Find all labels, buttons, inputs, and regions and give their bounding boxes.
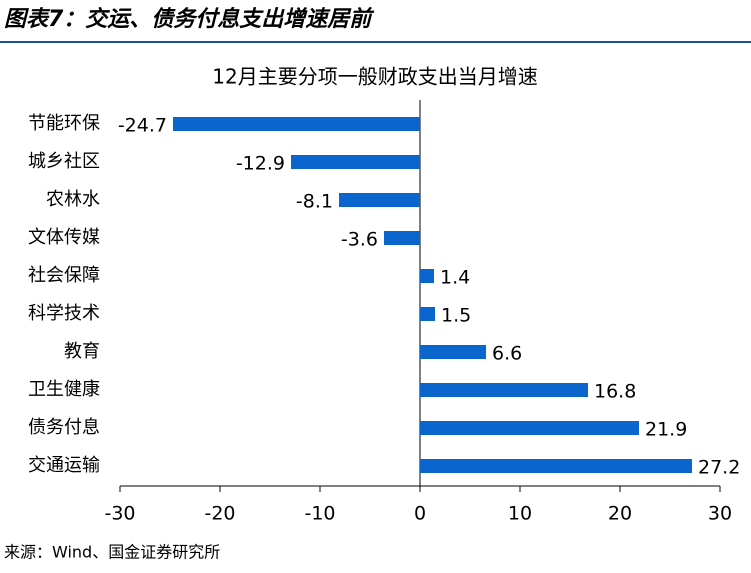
x-tick-label: 0 — [414, 503, 426, 525]
value-label: 16.8 — [594, 381, 636, 403]
y-tick-label: 节能环保 — [28, 113, 100, 134]
y-tick-label: 债务付息 — [28, 417, 100, 438]
bar — [420, 345, 486, 359]
chart-title: 12月主要分项一般财政支出当月增速 — [212, 65, 537, 89]
value-label: -12.9 — [236, 153, 285, 175]
x-tick-label: -30 — [104, 503, 135, 525]
y-tick-label: 卫生健康 — [28, 379, 100, 400]
value-label: -24.7 — [118, 115, 167, 137]
y-tick-label: 文体传媒 — [28, 227, 100, 248]
value-label: 27.2 — [698, 457, 740, 479]
bar — [420, 421, 639, 435]
value-label: -8.1 — [296, 191, 333, 213]
bar — [420, 269, 434, 283]
bar — [384, 231, 420, 245]
value-label: 1.5 — [441, 305, 471, 327]
bar — [420, 459, 692, 473]
x-tick-label: -20 — [204, 503, 235, 525]
x-tick-label: 30 — [708, 503, 732, 525]
y-tick-label: 农林水 — [46, 189, 100, 210]
bar — [339, 193, 420, 207]
value-label: -3.6 — [341, 229, 378, 251]
y-tick-label: 交通运输 — [28, 455, 100, 476]
bar — [173, 117, 420, 131]
figure-title: 图表7：交运、债务付息支出增速居前 — [4, 6, 375, 32]
value-label: 21.9 — [645, 419, 687, 441]
x-tick-label: 10 — [508, 503, 532, 525]
value-label: 1.4 — [440, 267, 470, 289]
y-tick-label: 科学技术 — [28, 303, 100, 324]
source: 来源：Wind、国金证券研究所 — [4, 543, 220, 562]
bar — [291, 155, 420, 169]
y-tick-label: 教育 — [64, 341, 100, 362]
x-tick-label: 20 — [608, 503, 632, 525]
y-tick-label: 城乡社区 — [28, 151, 100, 172]
bar — [420, 307, 435, 321]
bar — [420, 383, 588, 397]
value-label: 6.6 — [492, 343, 522, 365]
x-tick-label: -10 — [304, 503, 335, 525]
y-tick-label: 社会保障 — [28, 265, 100, 286]
